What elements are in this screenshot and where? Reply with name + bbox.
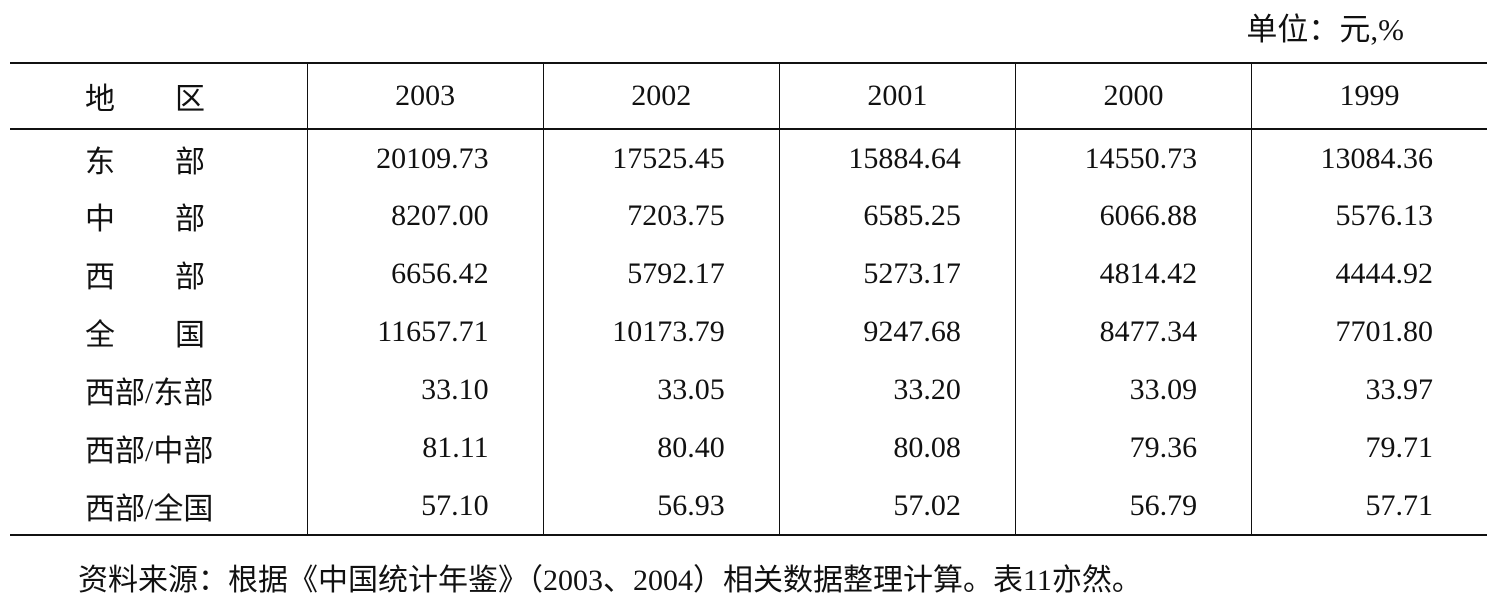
value-cell: 81.11: [306, 419, 544, 477]
value-cell: 80.40: [542, 419, 780, 477]
column-header: 2002: [542, 63, 780, 129]
value-cell: 20109.73: [306, 129, 544, 187]
value-cell: 9247.68: [778, 303, 1016, 361]
value-cell: 33.20: [778, 361, 1016, 419]
value-cell: 57.10: [306, 477, 544, 535]
value-cell: 8207.00: [306, 187, 544, 245]
table-row: 中 部 8207.00 7203.75 6585.25 6066.88 5576.13: [10, 187, 1487, 245]
row-label: 中 部: [85, 203, 205, 236]
value-cell: 11657.71: [306, 303, 544, 361]
row-label: 东 部: [85, 145, 205, 179]
table-row: 西部/东部 33.10 33.05 33.20 33.09 33.97: [10, 361, 1487, 419]
value-cell: 56.93: [542, 477, 780, 535]
value-cell: 33.10: [306, 361, 544, 419]
table-row: 东 部 20109.73 17525.45 15884.64 14550.73 13084…: [10, 129, 1487, 187]
value-cell: 6585.25: [778, 187, 1016, 245]
value-cell: 80.08: [778, 419, 1016, 477]
table-row: 西 部 6656.42 5792.17 5273.17 4814.42 4444.92: [10, 245, 1487, 303]
value-cell: 56.79: [1014, 477, 1252, 535]
value-cell: 6656.42: [306, 245, 544, 303]
value-cell: 10173.79: [542, 303, 780, 361]
column-header: 2001: [778, 63, 1016, 129]
source-note: 资料来源：根据《中国统计年鉴》（2003、2004）相关数据整理计算。表11亦然…: [78, 564, 1142, 597]
unit-note: 单位：元,%: [1246, 12, 1404, 47]
value-cell: 33.97: [1251, 361, 1487, 419]
header-row: 地 区 2003 2002 2001 2000 1999: [10, 63, 1487, 129]
value-cell: 15884.64: [778, 129, 1016, 187]
value-cell: 17525.45: [542, 129, 780, 187]
data-table: 地 区 2003 2002 2001 2000 1999 东 部 20109.73 17525…: [10, 62, 1487, 536]
row-header-title: 地 区: [85, 83, 205, 116]
value-cell: 5576.13: [1251, 187, 1487, 245]
value-cell: 4444.92: [1251, 245, 1487, 303]
value-cell: 57.02: [778, 477, 1016, 535]
value-cell: 7701.80: [1251, 303, 1487, 361]
row-label: 西部/全国: [85, 492, 214, 526]
table-row: 西部/全国 57.10 56.93 57.02 56.79 57.71: [10, 477, 1487, 535]
table-header: 地 区 2003 2002 2001 2000 1999: [10, 63, 1487, 129]
row-label: 全 国: [85, 319, 205, 352]
value-cell: 13084.36: [1251, 129, 1487, 187]
table-row: 西部/中部 81.11 80.40 80.08 79.36 79.71: [10, 419, 1487, 477]
value-cell: 14550.73: [1014, 129, 1252, 187]
column-header: 1999: [1251, 63, 1487, 129]
table-body: 东 部 20109.73 17525.45 15884.64 14550.73 13084…: [10, 129, 1487, 535]
value-cell: 57.71: [1251, 477, 1487, 535]
value-cell: 5273.17: [778, 245, 1016, 303]
value-cell: 4814.42: [1014, 245, 1252, 303]
value-cell: 79.36: [1014, 419, 1252, 477]
column-header: 2003: [306, 63, 544, 129]
value-cell: 6066.88: [1014, 187, 1252, 245]
column-header: 2000: [1014, 63, 1252, 129]
table-row: 全 国 11657.71 10173.79 9247.68 8477.34 7701.80: [10, 303, 1487, 361]
value-cell: 5792.17: [542, 245, 780, 303]
row-label: 西部/东部: [85, 377, 214, 410]
value-cell: 8477.34: [1014, 303, 1252, 361]
value-cell: 7203.75: [542, 187, 780, 245]
value-cell: 33.05: [542, 361, 780, 419]
row-label: 西 部: [85, 261, 205, 294]
value-cell: 79.71: [1251, 419, 1487, 477]
row-label: 西部/中部: [85, 435, 214, 468]
value-cell: 33.09: [1014, 361, 1252, 419]
